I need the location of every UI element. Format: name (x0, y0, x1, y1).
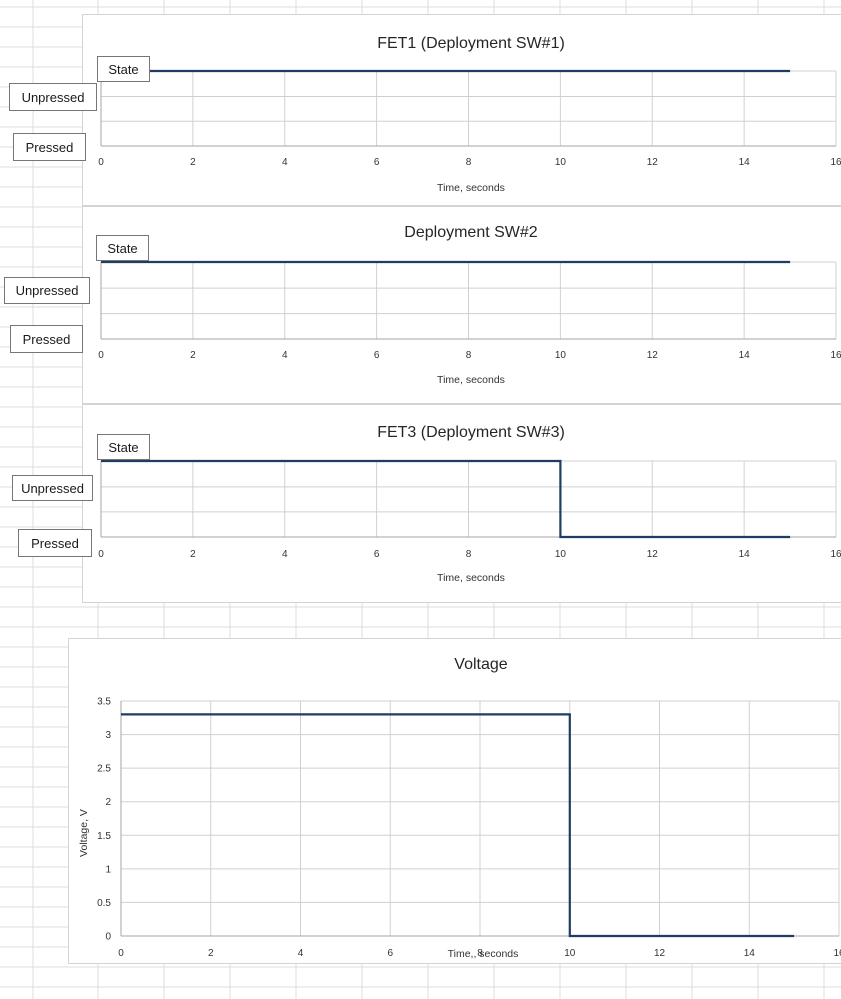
y-axis-title: Voltage, V (78, 809, 90, 857)
sw2-unpressed-box[interactable]: Unpressed (4, 277, 90, 304)
x-tick-label: 0 (98, 350, 104, 361)
x-tick-label: 4 (282, 157, 288, 168)
x-tick-label: 8 (466, 350, 472, 361)
x-tick-label: 6 (374, 350, 380, 361)
y-tick-label: 1 (105, 864, 111, 875)
x-tick-label: 14 (739, 350, 751, 361)
fet3-unpressed-box[interactable]: Unpressed (12, 475, 93, 501)
x-tick-label: 0 (98, 549, 104, 560)
fet1-unpressed-box[interactable]: Unpressed (9, 83, 97, 111)
y-tick-label: 1.5 (97, 831, 111, 842)
x-tick-label: 0 (118, 948, 124, 959)
x-tick-label: 10 (555, 157, 567, 168)
y-tick-label: 3.5 (97, 697, 111, 708)
x-tick-label: 16 (830, 157, 841, 168)
x-tick-label: 4 (282, 350, 288, 361)
fet3-state-box[interactable]: State (97, 434, 150, 460)
y-tick-label: 0.5 (97, 898, 111, 909)
x-tick-label: 6 (374, 549, 380, 560)
x-tick-label: 10 (564, 948, 576, 959)
x-axis-title: Time, seconds (437, 374, 505, 386)
x-axis-title: Time, seconds (437, 182, 505, 194)
sw2-chart: Deployment SW#2 Time, seconds 0 2 4 6 8 10 12 1… (98, 224, 841, 386)
fet3-chart: FET3 (Deployment SW#3) Time, seconds 0 2 4… (98, 424, 841, 584)
x-tick-label: 6 (387, 948, 393, 959)
chart-title: FET1 (Deployment SW#1) (377, 35, 565, 52)
x-tick-label: 10 (555, 549, 567, 560)
x-tick-label: 16 (833, 948, 841, 959)
x-tick-label: 2 (190, 350, 196, 361)
x-tick-label: 16 (830, 549, 841, 560)
sw2-pressed-box[interactable]: Pressed (10, 325, 83, 353)
sw2-chart-panel[interactable]: Deployment SW#2 Time, seconds 0 2 4 6 8 10 12 1… (82, 206, 841, 404)
x-tick-label: 2 (208, 948, 214, 959)
x-tick-label: 14 (739, 549, 751, 560)
voltage-chart-panel[interactable]: Voltage Time,, seconds Voltage, V 0 0.5 1 1… (68, 638, 841, 964)
x-tick-label: 8 (466, 549, 472, 560)
x-tick-label: 8 (466, 157, 472, 168)
fet3-pressed-box[interactable]: Pressed (18, 529, 92, 557)
y-tick-label: 3 (105, 730, 111, 741)
x-tick-label: 2 (190, 549, 196, 560)
voltage-chart: Voltage Time,, seconds Voltage, V 0 0.5 1 1… (78, 656, 841, 960)
x-tick-label: 14 (744, 948, 756, 959)
x-tick-label: 6 (374, 157, 380, 168)
chart-title: Deployment SW#2 (404, 224, 537, 241)
x-tick-label: 2 (190, 157, 196, 168)
fet1-state-box[interactable]: State (97, 56, 150, 82)
x-tick-label: 12 (647, 350, 659, 361)
x-tick-label: 4 (282, 549, 288, 560)
x-tick-label: 12 (647, 157, 659, 168)
x-tick-label: 12 (647, 549, 659, 560)
fet1-chart: FET1 (Deployment SW#1) Time, seconds 0 2 4… (98, 35, 841, 194)
x-tick-label: 14 (739, 157, 751, 168)
fet1-chart-panel[interactable]: FET1 (Deployment SW#1) Time, seconds 0 2 4… (82, 14, 841, 206)
sw2-state-box[interactable]: State (96, 235, 149, 261)
x-tick-label: 16 (830, 350, 841, 361)
fet3-chart-panel[interactable]: FET3 (Deployment SW#3) Time, seconds 0 2 4… (82, 404, 841, 603)
fet1-pressed-box[interactable]: Pressed (13, 133, 86, 161)
y-tick-label: 2 (105, 797, 111, 808)
series-line (121, 713, 795, 938)
series-line (101, 459, 791, 539)
y-tick-label: 2.5 (97, 764, 111, 775)
y-tick-label: 0 (105, 932, 111, 943)
x-tick-label: 0 (98, 157, 104, 168)
x-tick-label: 12 (654, 948, 666, 959)
x-tick-label: 4 (298, 948, 304, 959)
chart-title: Voltage (454, 656, 507, 673)
x-tick-label: 8 (477, 948, 483, 959)
x-axis-title: Time,, seconds (448, 948, 519, 960)
chart-title: FET3 (Deployment SW#3) (377, 424, 565, 441)
x-axis-title: Time, seconds (437, 572, 505, 584)
x-tick-label: 10 (555, 350, 567, 361)
